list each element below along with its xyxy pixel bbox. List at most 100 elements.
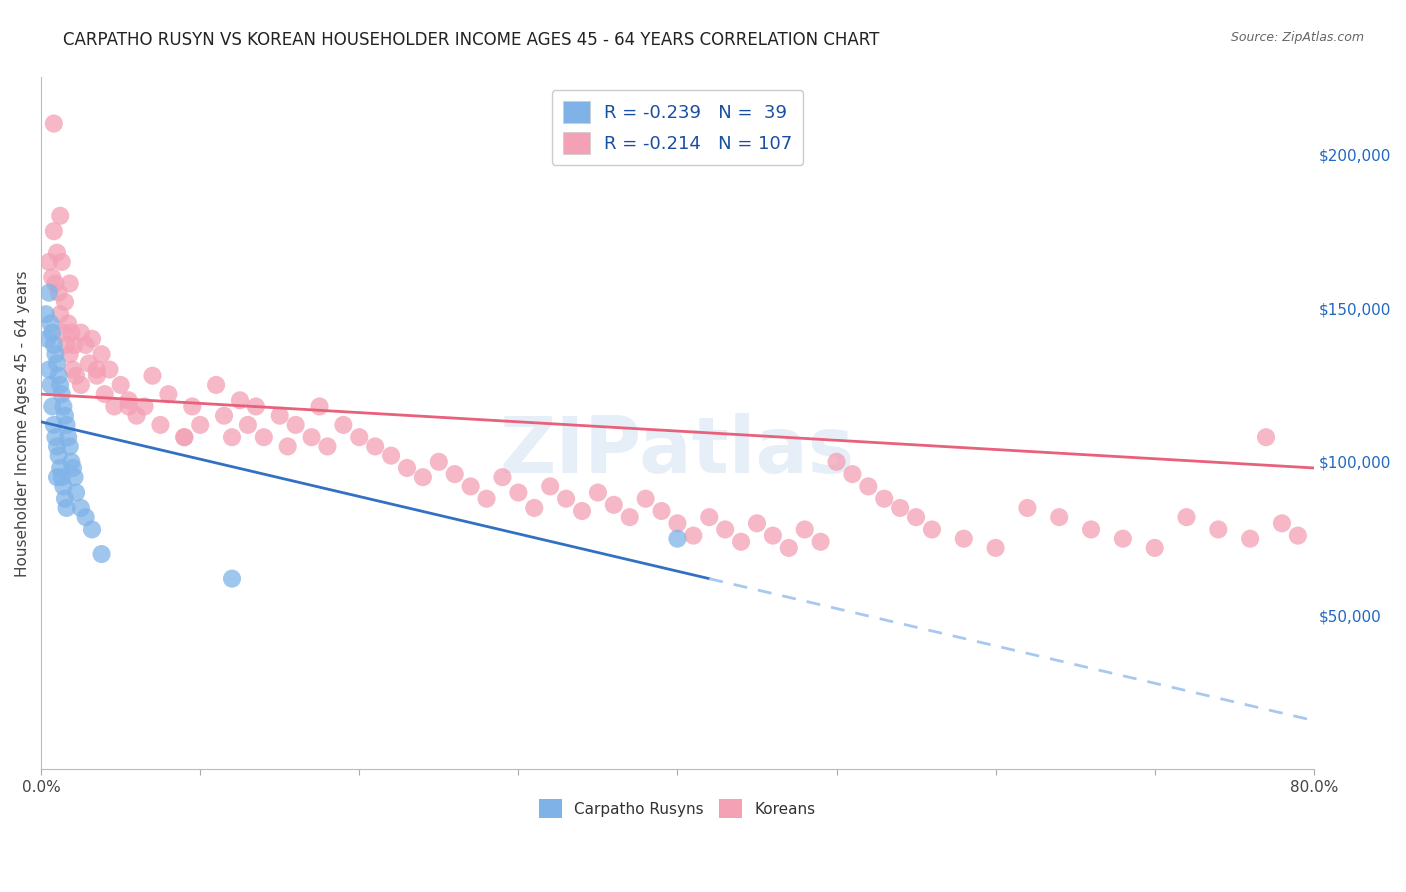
Point [80, 332, 103, 346]
Y-axis label: Householder Income Ages 45 - 64 years: Householder Income Ages 45 - 64 years [15, 270, 30, 576]
Point [793, 523, 815, 537]
Point [75, 338, 97, 352]
Point [508, 485, 530, 500]
Point [1239, 532, 1261, 546]
Legend: Carpatho Rusyns, Koreans: Carpatho Rusyns, Koreans [533, 793, 821, 824]
Point [62, 362, 84, 376]
Point [778, 541, 800, 555]
Point [63, 338, 86, 352]
Point [44, 277, 66, 291]
Point [205, 378, 228, 392]
Point [173, 430, 195, 444]
Text: ZIPatlas: ZIPatlas [501, 413, 855, 489]
Point [921, 523, 943, 537]
Point [619, 510, 641, 524]
Point [77, 356, 100, 370]
Point [48, 449, 70, 463]
Point [65, 368, 87, 383]
Point [873, 491, 896, 506]
Point [39, 378, 62, 392]
Point [53, 294, 76, 309]
Point [825, 455, 848, 469]
Point [332, 417, 354, 432]
Point [39, 317, 62, 331]
Point [157, 387, 180, 401]
Point [90, 347, 112, 361]
Point [42, 224, 65, 238]
Point [63, 470, 86, 484]
Point [301, 430, 323, 444]
Point [42, 117, 65, 131]
Point [905, 510, 928, 524]
Point [952, 532, 974, 546]
Point [443, 467, 465, 482]
Point [117, 400, 139, 414]
Point [229, 393, 252, 408]
Point [49, 209, 72, 223]
Point [65, 485, 87, 500]
Point [37, 332, 59, 346]
Point [60, 455, 83, 469]
Point [555, 491, 578, 506]
Point [841, 467, 863, 482]
Point [1175, 510, 1198, 524]
Point [52, 479, 75, 493]
Point [1286, 528, 1309, 542]
Point [46, 470, 69, 484]
Point [41, 326, 63, 340]
Point [412, 470, 434, 484]
Point [149, 417, 172, 432]
Point [38, 255, 60, 269]
Point [52, 400, 75, 414]
Point [308, 400, 330, 414]
Point [523, 500, 546, 515]
Text: CARPATHO RUSYN VS KOREAN HOUSEHOLDER INCOME AGES 45 - 64 YEARS CORRELATION CHART: CARPATHO RUSYN VS KOREAN HOUSEHOLDER INC… [63, 31, 880, 49]
Point [212, 409, 235, 423]
Point [1254, 430, 1277, 444]
Point [253, 430, 276, 444]
Point [56, 430, 79, 444]
Point [117, 393, 139, 408]
Point [41, 400, 63, 414]
Point [98, 362, 121, 376]
Point [666, 516, 689, 531]
Point [51, 255, 73, 269]
Point [984, 541, 1007, 555]
Point [60, 326, 83, 340]
Point [460, 479, 482, 493]
Point [52, 326, 75, 340]
Point [55, 338, 77, 352]
Point [173, 430, 195, 444]
Point [651, 504, 673, 518]
Point [380, 449, 402, 463]
Point [1047, 510, 1070, 524]
Point [53, 491, 76, 506]
Point [59, 347, 82, 361]
Point [103, 400, 125, 414]
Point [59, 439, 82, 453]
Point [236, 417, 259, 432]
Point [48, 285, 70, 300]
Point [586, 485, 609, 500]
Point [730, 534, 752, 549]
Point [188, 417, 211, 432]
Point [762, 528, 785, 542]
Point [714, 523, 737, 537]
Point [316, 439, 339, 453]
Point [1208, 523, 1230, 537]
Point [134, 400, 156, 414]
Point [277, 439, 299, 453]
Point [55, 417, 77, 432]
Point [1271, 516, 1294, 531]
Point [86, 362, 108, 376]
Point [75, 510, 97, 524]
Point [245, 400, 267, 414]
Text: Source: ZipAtlas.com: Source: ZipAtlas.com [1230, 31, 1364, 45]
Point [46, 245, 69, 260]
Point [634, 491, 657, 506]
Point [1112, 532, 1135, 546]
Point [86, 368, 108, 383]
Point [221, 572, 243, 586]
Point [810, 534, 832, 549]
Point [682, 528, 704, 542]
